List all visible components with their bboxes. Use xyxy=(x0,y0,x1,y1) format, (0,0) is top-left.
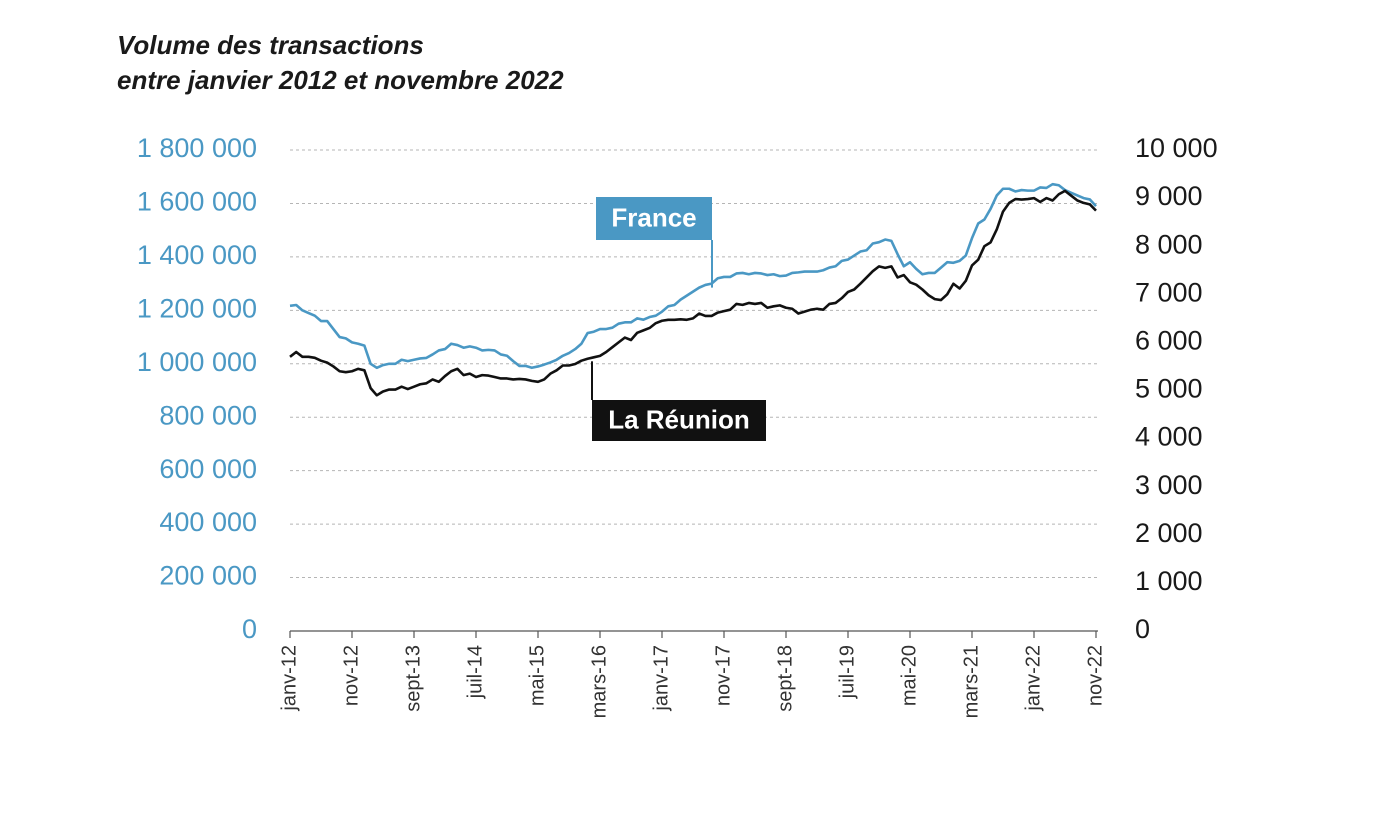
x-tick-label: janv-22 xyxy=(1022,645,1044,712)
y2-tick-label: 10 000 xyxy=(1135,133,1218,163)
x-tick-label: nov-12 xyxy=(340,645,362,706)
y2-tick-label: 4 000 xyxy=(1135,422,1203,452)
x-tick-label: mai-20 xyxy=(898,645,920,706)
x-tick-label: janv-12 xyxy=(278,645,300,712)
x-tick-label: nov-17 xyxy=(712,645,734,706)
x-tick-label: sept-18 xyxy=(774,645,796,712)
series-line xyxy=(289,182,1097,370)
x-tick-label: mai-15 xyxy=(526,645,548,706)
y2-tick-label: 0 xyxy=(1135,614,1150,644)
y-tick-label: 1 000 000 xyxy=(137,347,257,377)
y2-tick-label: 2 000 xyxy=(1135,518,1203,548)
y-tick-label: 600 000 xyxy=(159,454,257,484)
x-tick-label: janv-17 xyxy=(650,645,672,712)
y2-tick-label: 9 000 xyxy=(1135,181,1203,211)
y2-tick-label: 3 000 xyxy=(1135,470,1203,500)
y-tick-label: 0 xyxy=(242,614,257,644)
y2-tick-label: 5 000 xyxy=(1135,374,1203,404)
x-tick-label: juil-19 xyxy=(836,645,858,699)
series-line xyxy=(289,189,1097,397)
y2-tick-label: 7 000 xyxy=(1135,277,1203,307)
x-tick-label: juil-14 xyxy=(464,645,486,699)
series-label-box xyxy=(596,197,712,240)
x-tick-label: mars-16 xyxy=(588,645,610,718)
chart-subtitle: entre janvier 2012 et novembre 2022 xyxy=(117,65,564,95)
x-tick-label: sept-13 xyxy=(402,645,424,712)
series-label: La Réunion xyxy=(608,404,750,434)
series-label: France xyxy=(611,202,696,232)
x-tick-label: mars-21 xyxy=(960,645,982,718)
y-tick-label: 1 600 000 xyxy=(137,187,257,217)
y-tick-label: 1 800 000 xyxy=(137,133,257,163)
y2-tick-label: 1 000 xyxy=(1135,566,1203,596)
y-tick-label: 200 000 xyxy=(159,561,257,591)
y-tick-label: 400 000 xyxy=(159,507,257,537)
y2-tick-label: 6 000 xyxy=(1135,326,1203,356)
y-tick-label: 1 200 000 xyxy=(137,293,257,323)
y-tick-label: 1 400 000 xyxy=(137,240,257,270)
x-tick-label: nov-22 xyxy=(1084,645,1106,706)
series-label-box xyxy=(592,400,766,441)
chart-title: Volume des transactions xyxy=(117,30,424,60)
y-tick-label: 800 000 xyxy=(159,400,257,430)
y2-tick-label: 8 000 xyxy=(1135,229,1203,259)
